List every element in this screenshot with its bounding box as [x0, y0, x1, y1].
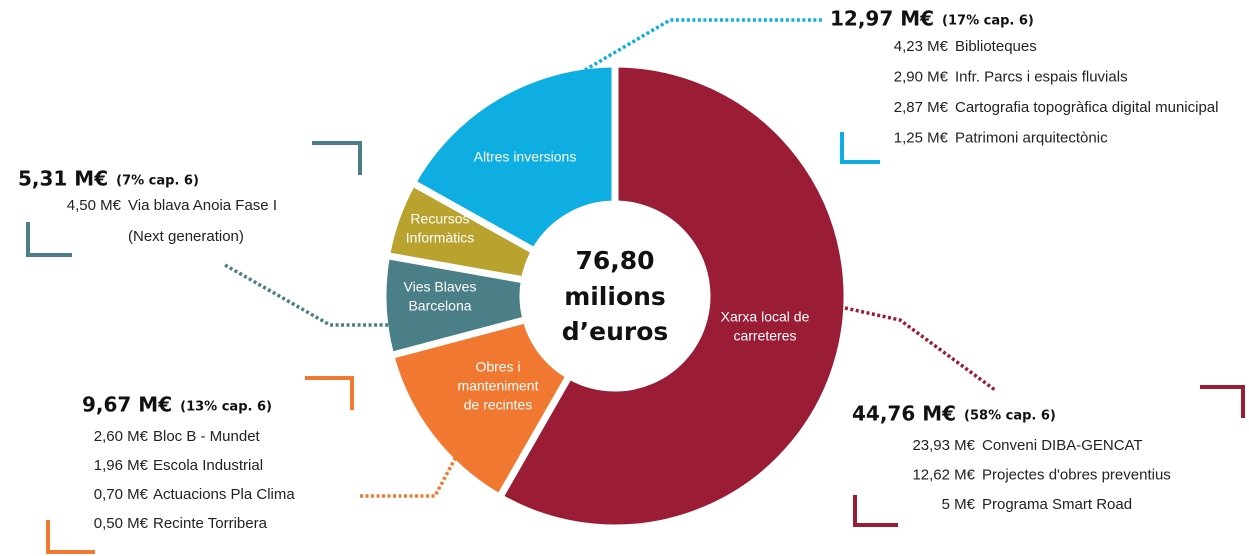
- callout-percent: (7% cap. 6): [116, 174, 199, 189]
- corner-bracket: [26, 222, 72, 257]
- center-label: 76,80: [575, 246, 654, 275]
- detail-name: Bloc B - Mundet: [153, 428, 261, 445]
- detail-name: Actuacions Pla Clima: [153, 486, 295, 503]
- leader-line: [584, 18, 822, 72]
- callout-total: 44,76 M€: [852, 402, 956, 426]
- segment-label: manteniment: [458, 378, 539, 394]
- callout-percent: (58% cap. 6): [964, 409, 1056, 424]
- segment-label: Altres inversions: [474, 149, 577, 165]
- leader-line: [360, 439, 467, 498]
- corner-bracket: [312, 141, 362, 175]
- segment-label: Obres i: [475, 359, 520, 375]
- segment-label: Barcelona: [408, 298, 471, 314]
- detail-amount: 1,25 M€: [894, 129, 949, 146]
- corner-bracket: [305, 376, 354, 410]
- callout-percent: (13% cap. 6): [180, 400, 272, 415]
- corner-bracket: [840, 132, 880, 164]
- detail-name: Via blava Anoia Fase I: [128, 197, 277, 214]
- detail-name: Escola Industrial: [153, 457, 263, 474]
- callout-total: 9,67 M€: [82, 393, 172, 417]
- detail-name: Programa Smart Road: [982, 496, 1132, 513]
- callout-total: 12,97 M€: [830, 7, 934, 31]
- detail-name: Projectes d'obres preventius: [982, 466, 1171, 483]
- corner-bracket: [1200, 385, 1245, 418]
- center-label: d’euros: [562, 317, 669, 346]
- donut-segment: [386, 315, 575, 503]
- corner-bracket: [853, 495, 898, 527]
- detail-amount: 5 M€: [942, 496, 976, 513]
- detail-name: Conveni DIBA-GENCAT: [982, 437, 1143, 454]
- detail-amount: 2,60 M€: [94, 428, 149, 445]
- detail-amount: 12,62 M€: [912, 466, 975, 483]
- donut-segment: [494, 60, 851, 532]
- callout-percent: (17% cap. 6): [942, 14, 1034, 29]
- detail-amount: 0,50 M€: [94, 515, 149, 532]
- detail-amount: 0,70 M€: [94, 486, 149, 503]
- callout-total: 5,31 M€: [18, 167, 108, 191]
- detail-name: Biblioteques: [955, 38, 1037, 55]
- detail-amount: 2,87 M€: [894, 99, 949, 116]
- segment-label: Vies Blaves: [404, 279, 477, 295]
- segment-label: Informàtics: [406, 230, 474, 246]
- detail-name: Patrimoni arquitectònic: [955, 129, 1108, 146]
- leader-line: [224, 263, 390, 327]
- detail-amount: 1,96 M€: [94, 457, 149, 474]
- corner-bracket: [46, 520, 95, 554]
- segment-label: de recintes: [464, 397, 532, 413]
- detail-name: Recinte Torribera: [153, 515, 268, 532]
- detail-amount: 2,90 M€: [894, 68, 949, 85]
- detail-amount: 23,93 M€: [912, 437, 975, 454]
- center-label: milions: [564, 282, 666, 311]
- segment-label: Recursos: [410, 211, 469, 227]
- detail-name: Infr. Parcs i espais fluvials: [955, 68, 1128, 85]
- segment-label: carreteres: [733, 328, 796, 344]
- detail-name: (Next generation): [128, 228, 244, 245]
- leader-line: [844, 306, 997, 392]
- segment-label: Xarxa local de: [721, 309, 810, 325]
- detail-amount: 4,50 M€: [67, 197, 122, 214]
- detail-name: Cartografia topogràfica digital municipa…: [955, 99, 1218, 116]
- detail-amount: 4,23 M€: [894, 38, 949, 55]
